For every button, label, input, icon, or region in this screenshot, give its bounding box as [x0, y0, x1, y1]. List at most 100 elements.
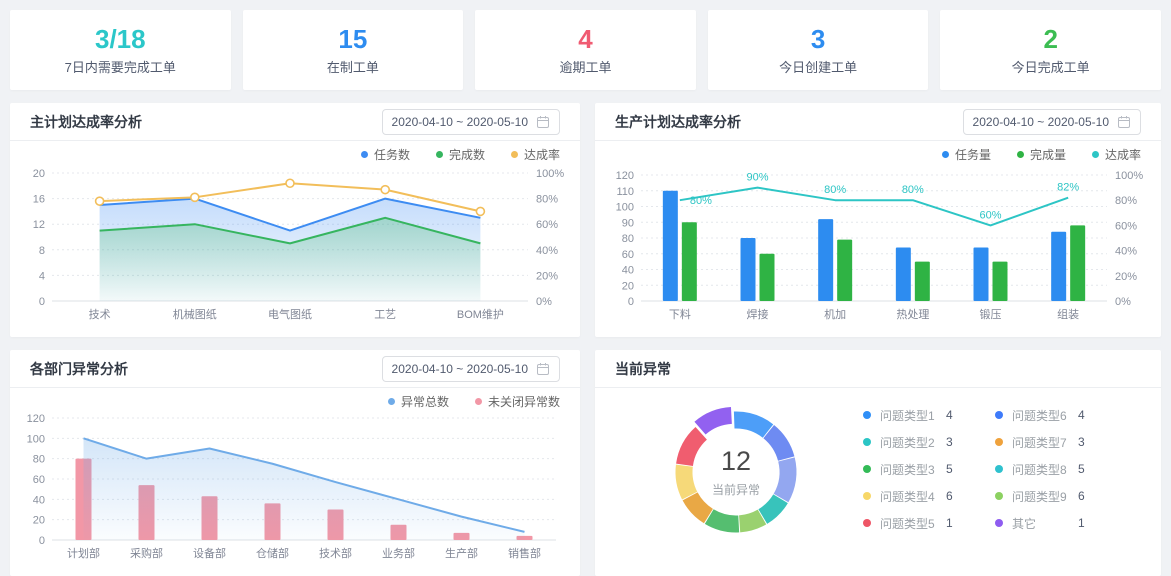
- stat-card-value: 2: [1043, 24, 1058, 54]
- donut-segment[interactable]: [694, 406, 733, 435]
- panel-title: 主计划达成率分析: [30, 113, 142, 130]
- stat-card-value: 3/18: [94, 24, 146, 54]
- legend-item[interactable]: 完成量: [1016, 146, 1066, 163]
- svg-text:80: 80: [33, 454, 45, 466]
- legend-dot-icon: [863, 519, 871, 527]
- svg-text:12: 12: [33, 219, 45, 231]
- legend-label: 问题类型4: [880, 489, 935, 504]
- svg-text:40: 40: [622, 265, 634, 277]
- svg-text:电气图纸: 电气图纸: [268, 307, 312, 321]
- legend-label: 问题类型6: [1012, 408, 1067, 423]
- svg-text:80%: 80%: [902, 184, 924, 196]
- stat-card-1: 3/18 7日内需要完成工单: [10, 10, 231, 90]
- legend-label: 问题类型2: [880, 435, 935, 450]
- donut-segment[interactable]: [738, 509, 767, 533]
- legend-item[interactable]: 任务量: [941, 146, 991, 163]
- legend-label: 问题类型9: [1012, 489, 1067, 504]
- svg-text:80: 80: [622, 233, 634, 245]
- panel-current-abnormal: 当前异常 12 当前异常 问题类型1 4 问题类型2 3 问题类型3 5 问题类型4 6 问题类…: [595, 350, 1161, 576]
- stat-card-value: 4: [578, 24, 593, 54]
- legend-dot-icon: [863, 492, 871, 500]
- legend-label: 完成数: [448, 147, 485, 162]
- donut-segment[interactable]: [682, 492, 714, 524]
- svg-text:采购部: 采购部: [130, 546, 163, 560]
- donut-chart: [675, 406, 797, 533]
- donut-legend-item[interactable]: 问题类型8 5: [995, 462, 1085, 477]
- donut-legend-column-1: 问题类型1 4 问题类型2 3 问题类型3 5 问题类型4 6 问题类型5 1: [863, 408, 953, 531]
- legend-item[interactable]: 达成率: [510, 146, 560, 163]
- legend-dot-icon: [995, 465, 1003, 473]
- svg-text:80%: 80%: [690, 195, 712, 207]
- chart-legend: 任务量 完成量 达成率: [595, 141, 1161, 163]
- svg-text:80%: 80%: [1115, 195, 1137, 207]
- legend-label: 问题类型7: [1012, 435, 1067, 450]
- svg-text:工艺: 工艺: [374, 308, 396, 321]
- svg-text:100%: 100%: [536, 168, 564, 180]
- donut-legend-item[interactable]: 问题类型1 4: [863, 408, 953, 423]
- panel-header: 各部门异常分析 2020-04-10 ~ 2020-05-10: [10, 350, 580, 388]
- donut-segment[interactable]: [676, 427, 708, 467]
- date-range-picker[interactable]: 2020-04-10 ~ 2020-05-10: [962, 108, 1141, 135]
- legend-dot-icon: [941, 150, 949, 158]
- legend-label: 任务数: [373, 147, 410, 162]
- svg-text:80%: 80%: [824, 184, 846, 196]
- donut-legend-item[interactable]: 问题类型6 4: [995, 408, 1085, 423]
- svg-text:组装: 组装: [1057, 307, 1079, 321]
- svg-text:销售部: 销售部: [508, 546, 541, 560]
- legend-dot-icon: [995, 411, 1003, 419]
- legend-dot-icon: [360, 150, 368, 158]
- donut-legend-item[interactable]: 问题类型3 5: [863, 462, 953, 477]
- svg-text:100: 100: [616, 202, 634, 214]
- legend-count: 5: [946, 462, 953, 476]
- panel-title: 生产计划达成率分析: [615, 113, 741, 130]
- panel-department-abnormal: 各部门异常分析 2020-04-10 ~ 2020-05-10 异常总数 未关闭异…: [10, 350, 580, 576]
- stat-card-3: 4 逾期工单: [475, 10, 696, 90]
- legend-count: 6: [1078, 489, 1085, 503]
- legend-dot-icon: [863, 438, 871, 446]
- legend-dot-icon: [1091, 150, 1099, 158]
- legend-count: 4: [946, 408, 953, 422]
- legend-dot-icon: [510, 150, 518, 158]
- donut-segment[interactable]: [763, 424, 795, 462]
- legend-item[interactable]: 完成数: [435, 146, 485, 163]
- legend-item[interactable]: 达成率: [1091, 146, 1141, 163]
- legend-label: 问题类型8: [1012, 462, 1067, 477]
- date-range-picker[interactable]: 2020-04-10 ~ 2020-05-10: [381, 108, 560, 135]
- donut-legend-item[interactable]: 问题类型7 3: [995, 435, 1085, 450]
- donut-legend-item[interactable]: 其它 1: [995, 516, 1085, 531]
- master-plan-chart: 0 4 8 12 16 20 0% 20% 40% 60% 80% 100% 技术 机械图纸 电气图纸 工艺 B…: [33, 168, 565, 321]
- legend-dot-icon: [995, 519, 1003, 527]
- donut-legend-item[interactable]: 问题类型4 6: [863, 489, 953, 504]
- legend-item[interactable]: 未关闭异常数: [474, 393, 560, 410]
- donut-segment[interactable]: [675, 464, 698, 500]
- stat-cards-row: 3/18 7日内需要完成工单 15 在制工单 4 逾期工单 3 今日创建工单 2 今日完成工单: [10, 10, 1161, 90]
- donut-segment[interactable]: [733, 411, 774, 438]
- legend-dot-icon: [995, 438, 1003, 446]
- svg-text:80%: 80%: [536, 194, 558, 206]
- svg-text:下料: 下料: [669, 307, 691, 321]
- svg-text:0%: 0%: [536, 296, 552, 308]
- donut-legend-item[interactable]: 问题类型2 3: [863, 435, 953, 450]
- donut-segment[interactable]: [773, 457, 797, 503]
- legend-label: 完成量: [1029, 147, 1066, 162]
- current-abnormal-donut: 12 当前异常: [651, 387, 821, 557]
- svg-text:0%: 0%: [1115, 296, 1131, 308]
- svg-text:锻压: 锻压: [980, 307, 1002, 321]
- svg-text:机加: 机加: [824, 307, 846, 321]
- svg-text:0: 0: [39, 535, 45, 547]
- legend-item[interactable]: 任务数: [360, 146, 410, 163]
- stat-card-label: 逾期工单: [559, 60, 612, 75]
- svg-text:60%: 60%: [979, 209, 1001, 221]
- donut-legend-item[interactable]: 问题类型5 1: [863, 516, 953, 531]
- legend-label: 任务量: [954, 147, 991, 162]
- svg-text:90%: 90%: [746, 172, 768, 184]
- date-range-value: 2020-04-10 ~ 2020-05-10: [391, 114, 528, 129]
- donut-segment[interactable]: [704, 509, 740, 533]
- legend-dot-icon: [995, 492, 1003, 500]
- donut-segment[interactable]: [758, 494, 788, 524]
- donut-legend-item[interactable]: 问题类型9 6: [995, 489, 1085, 504]
- panel-title: 各部门异常分析: [30, 360, 128, 377]
- legend-item[interactable]: 异常总数: [387, 393, 449, 410]
- date-range-picker[interactable]: 2020-04-10 ~ 2020-05-10: [381, 355, 560, 382]
- legend-dot-icon: [1016, 150, 1024, 158]
